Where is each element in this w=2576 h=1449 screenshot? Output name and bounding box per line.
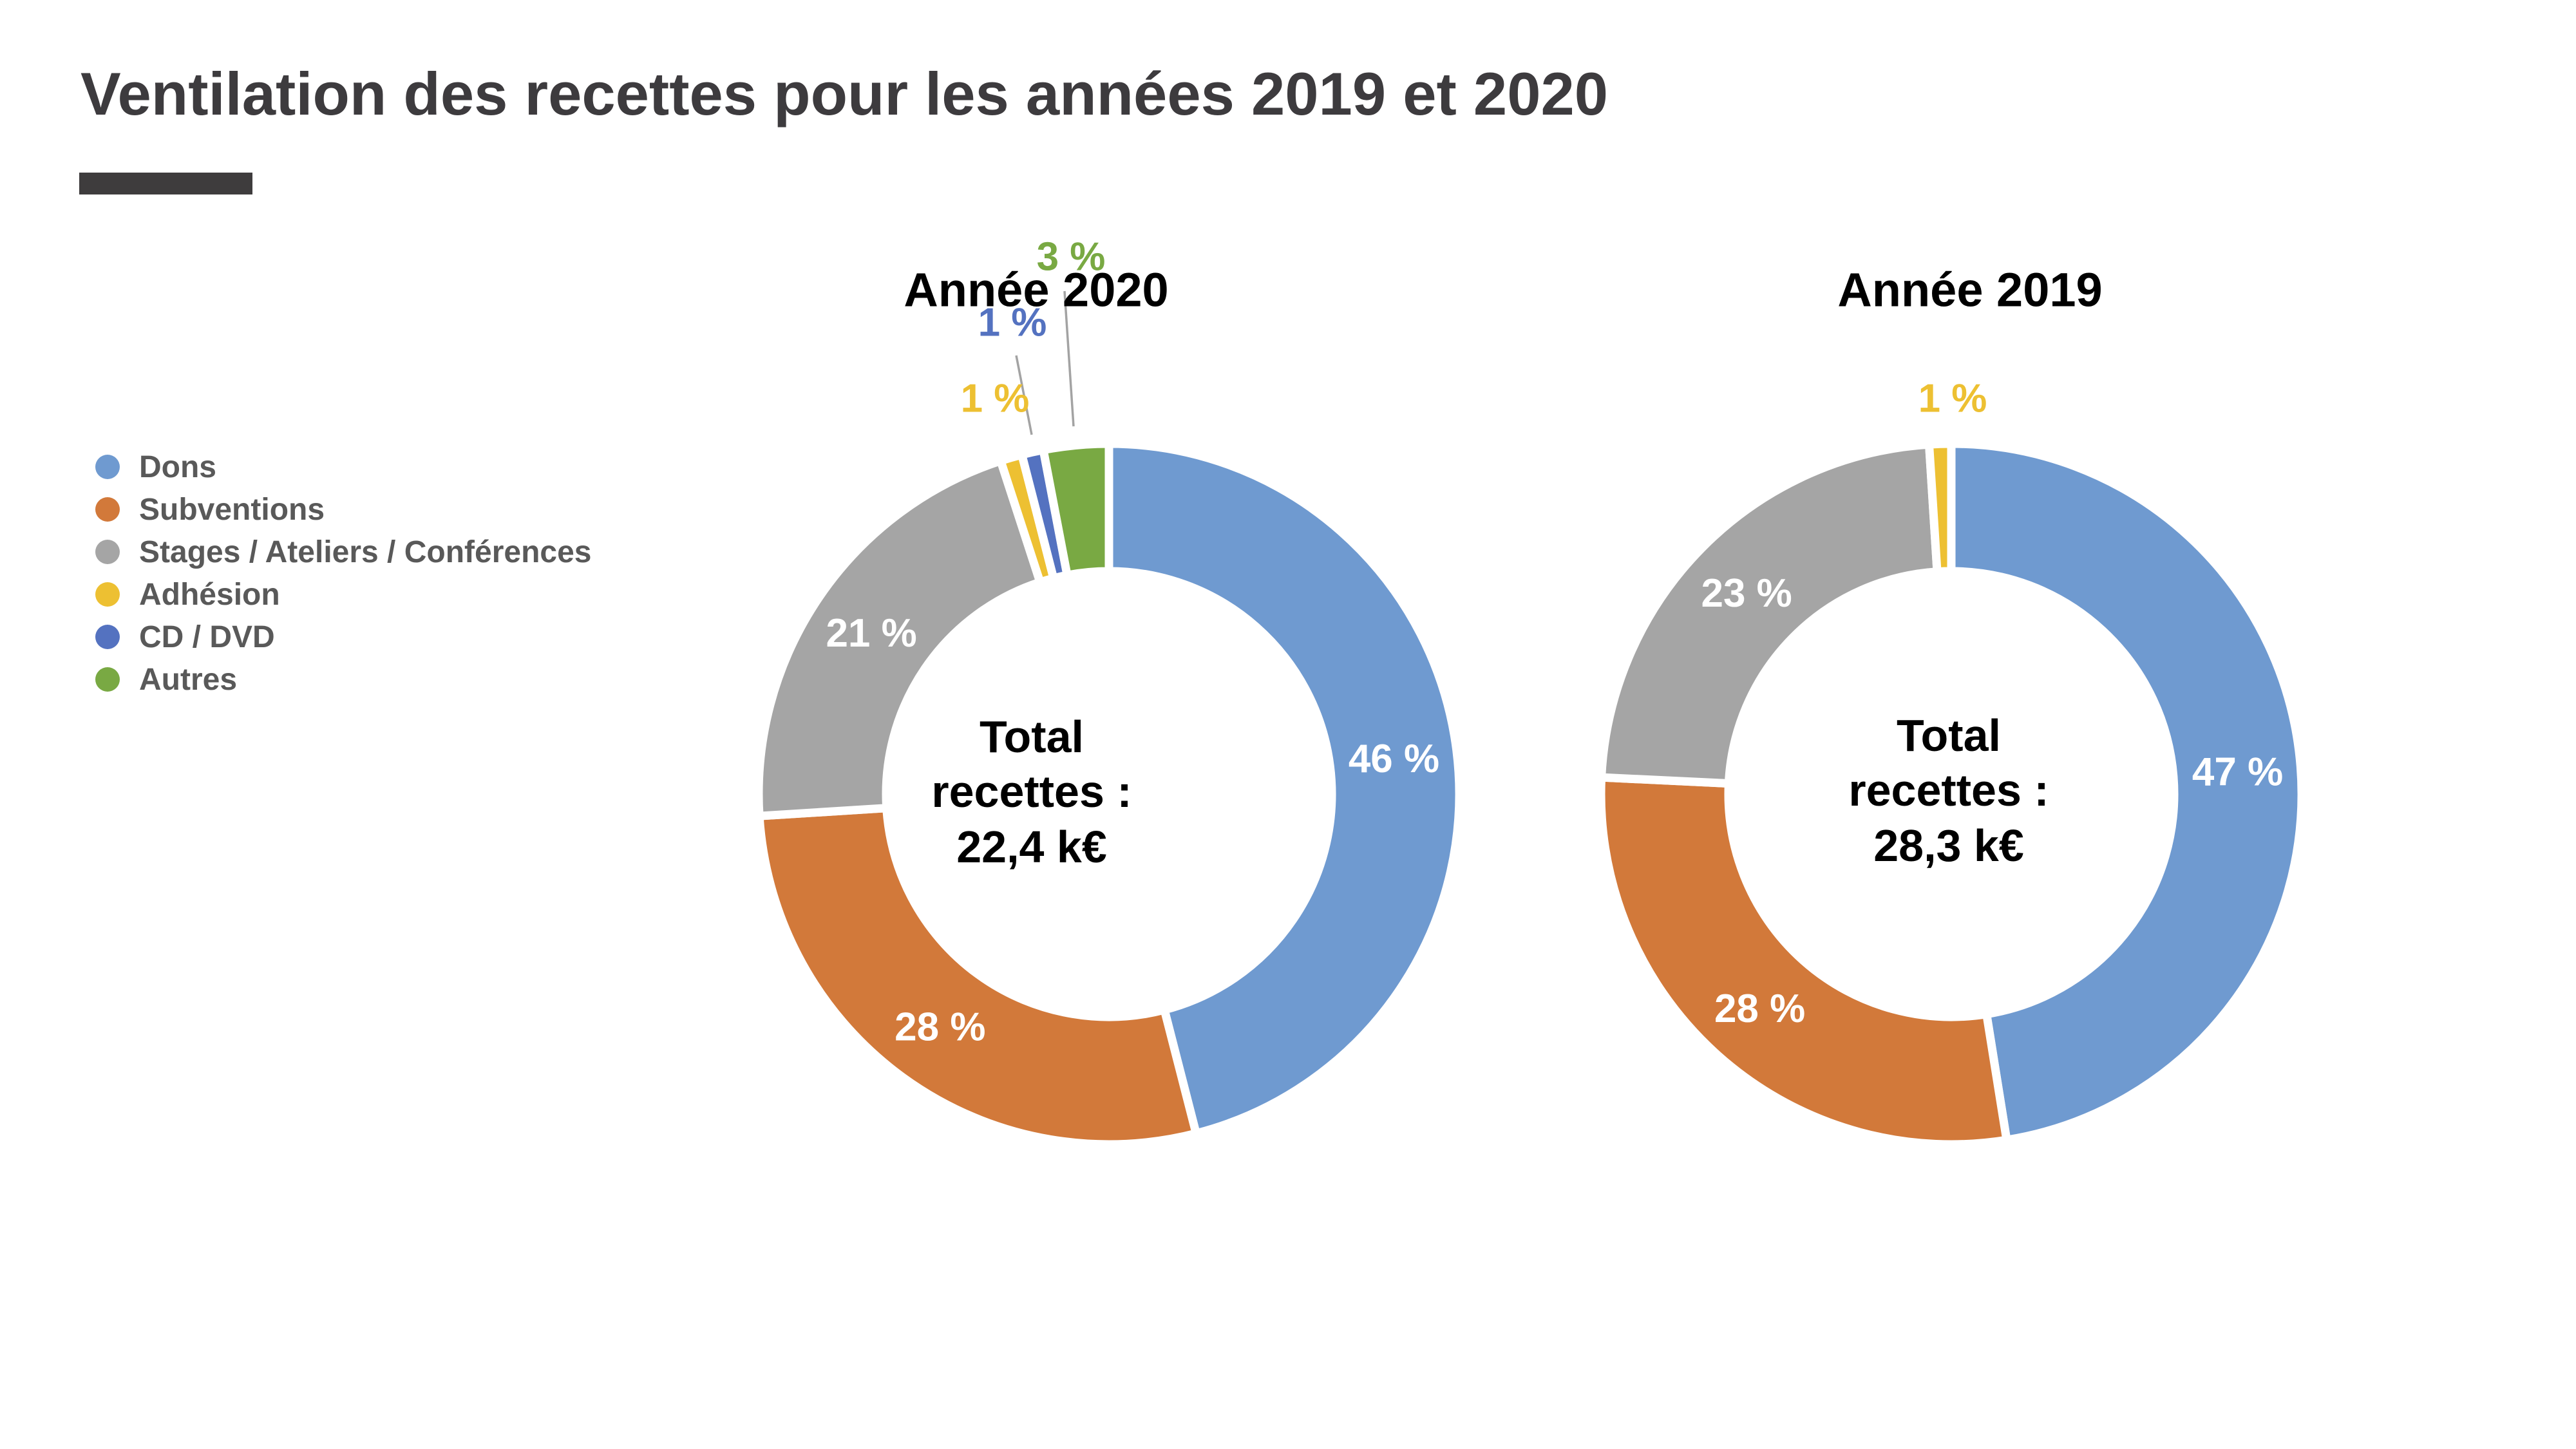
center-line: 22,4 k€ [956,821,1107,872]
label-leader-line [1015,355,1033,435]
center-line: 28,3 k€ [1873,820,2024,871]
legend-label: CD / DVD [139,620,275,654]
donut-slice-Autres [1038,439,1113,580]
legend-marker-subventions-icon [95,497,120,522]
legend-item-dons: Dons [95,446,592,488]
legend-marker-adhesion-icon [95,582,120,607]
legend-item-autres: Autres [95,658,592,701]
chart-title-2019: Année 2019 [1837,263,2103,317]
legend-label: Dons [139,450,216,484]
data-label-Stages / Ateliers / Conférences: 23 % [1701,571,1792,616]
donut-slice-Stages / Ateliers / Conférences [1596,440,1942,788]
donut-chart-2019: 47 % 28 % 23 % 1 % [1596,377,2306,1149]
center-line: Total [979,711,1084,762]
donut-slice-Dons [1104,439,1464,1139]
legend-item-stages: Stages / Ateliers / Conférences [95,531,592,573]
donut-center-total-2019: Total recettes : 28,3 k€ [1848,708,2049,873]
data-label-Stages / Ateliers / Conférences: 21 % [826,611,916,656]
legend-label: Stages / Ateliers / Conférences [139,535,592,569]
chart-title-2020: Année 2020 [904,263,1169,317]
legend-label: Adhésion [139,577,280,612]
legend-marker-dons-icon [95,455,120,479]
data-label-Subventions: 28 % [895,1005,985,1050]
legend-marker-stages-icon [95,540,120,564]
legend-marker-cd-dvd-icon [95,625,120,649]
data-label-Adhésion: 1 % [961,377,1030,421]
center-line: recettes : [1848,765,2049,816]
legend-item-subventions: Subventions [95,488,592,531]
data-label-CD / DVD: 1 % [978,301,1047,345]
page-title: Ventilation des recettes pour les années… [80,60,1609,128]
donut-slice-Stages / Ateliers / Conférences [754,455,1046,821]
center-line: recettes : [931,766,1132,817]
legend-label: Subventions [139,492,325,527]
title-accent-bar [79,173,252,194]
donut-slice-Subventions [755,803,1202,1149]
data-label-Autres: 3 % [1037,235,1106,279]
center-line: Total [1896,710,2001,761]
legend-label: Autres [139,662,238,697]
data-label-Dons: 46 % [1349,737,1439,781]
data-label-Subventions: 28 % [1714,987,1805,1031]
legend-item-cd-dvd: CD / DVD [95,616,592,658]
donut-slice-Subventions [1596,773,2012,1149]
legend-marker-autres-icon [95,667,120,692]
donut-center-total-2020: Total recettes : 22,4 k€ [931,710,1132,875]
label-leader-line [1063,290,1075,427]
donut-chart-2020: 46 % 28 % 21 % 1 % 1 % 3 % [754,235,1464,1149]
donut-slice-Dons [1947,439,2306,1145]
data-label-Adhésion: 1 % [1918,377,1987,421]
legend-item-adhesion: Adhésion [95,573,592,616]
donut-slice-Adhésion [1924,439,1956,576]
data-label-Dons: 47 % [2192,750,2283,794]
legend: Dons Subventions Stages / Ateliers / Con… [95,446,592,701]
